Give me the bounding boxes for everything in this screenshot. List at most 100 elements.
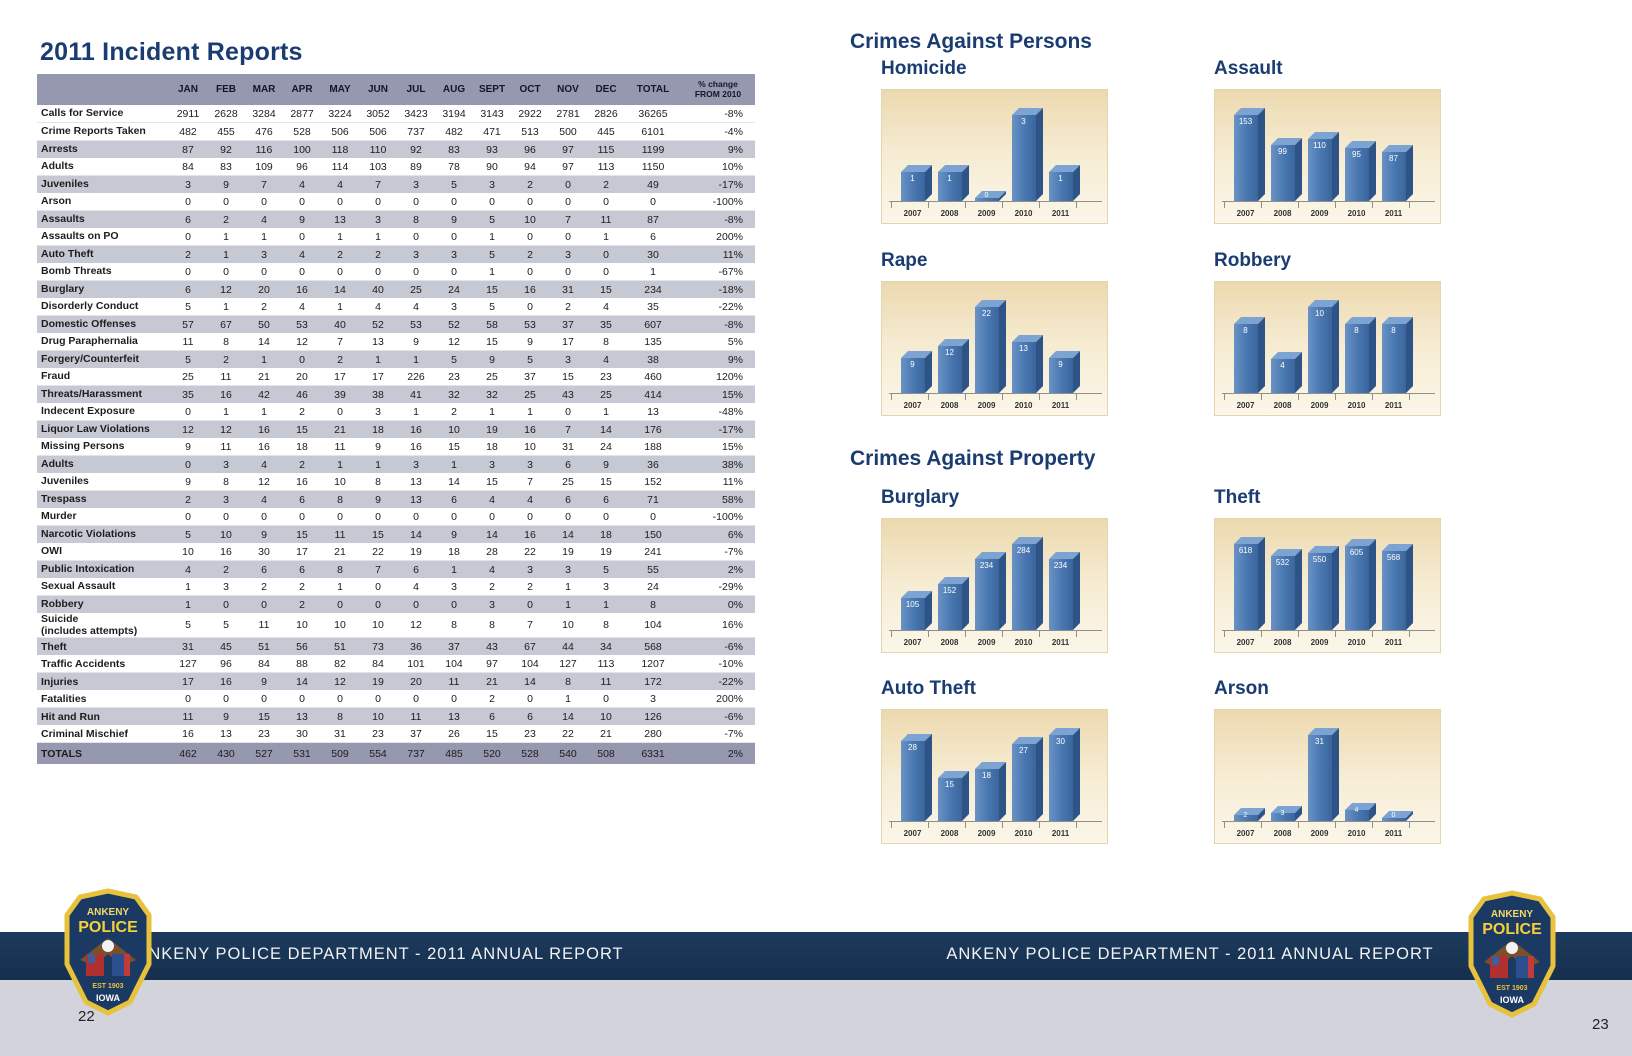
bar-side-face	[1035, 335, 1043, 393]
x-tick-label: 2009	[977, 209, 996, 218]
table-cell: 4	[245, 210, 283, 228]
table-cell: 9	[473, 350, 511, 368]
table-cell-total: 241	[625, 543, 681, 561]
table-cell: 5	[587, 560, 625, 578]
table-cell: 8	[397, 210, 435, 228]
table-cell: 14	[587, 420, 625, 438]
table-cell: 52	[435, 315, 473, 333]
bar-side-face	[998, 300, 1006, 393]
table-row: Calls for Service 2911 2628 3284 2877 3224 305…	[37, 105, 755, 123]
table-row: Robbery 1 0 0 2 0 0 0 0 3 0 1 1 8 0%	[37, 595, 755, 613]
table-cell: 3	[207, 455, 245, 473]
x-tick-label: 2009	[977, 401, 996, 410]
x-tick-label: 2007	[903, 401, 922, 410]
table-cell: 113	[587, 158, 625, 176]
x-axis	[1222, 393, 1435, 394]
table-cell: 10	[511, 210, 549, 228]
table-cell-total: 234	[625, 280, 681, 298]
table-cell: 0	[397, 263, 435, 281]
table-cell-change: -48%	[681, 403, 755, 421]
table-cell: 528	[511, 742, 549, 765]
bar-value-label: 13	[1019, 344, 1028, 353]
axis-tick	[1076, 822, 1077, 828]
axis-tick	[1261, 394, 1262, 400]
table-row: Bomb Threats 0 0 0 0 0 0 0 0 1 0 0 0 1 -67%	[37, 263, 755, 281]
table-cell: 0	[473, 508, 511, 526]
chart-block-theft: Theft 618 2007 532 2008 550 2009 605 2010 568 201…	[1214, 487, 1441, 653]
axis-tick	[1076, 394, 1077, 400]
table-cell: 0	[435, 228, 473, 246]
chart-block-burglary: Burglary 105 2007 152 2008 234 2009 284 2010 234…	[881, 487, 1108, 653]
column-header-month: MAR	[245, 74, 283, 105]
table-cell: 25	[587, 385, 625, 403]
table-cell: 31	[549, 438, 587, 456]
table-cell: 11	[435, 672, 473, 691]
table-cell: 3194	[435, 105, 473, 123]
bar-value-label: 234	[979, 561, 994, 570]
table-cell: 12	[283, 333, 321, 351]
x-tick-label: 2010	[1014, 209, 1033, 218]
bar-2011: 8	[1381, 317, 1413, 393]
table-cell: 15	[587, 280, 625, 298]
axis-tick	[1335, 202, 1336, 208]
table-cell: 17	[549, 333, 587, 351]
table-cell: 12	[169, 420, 207, 438]
table-cell: 23	[511, 725, 549, 744]
table-cell: 43	[473, 637, 511, 656]
bar-2011: 30	[1048, 728, 1080, 821]
footer-banner-band	[0, 932, 1632, 980]
table-row: OWI 10 16 30 17 21 22 19 18 28 22 19 19 241 -7%	[37, 543, 755, 561]
table-cell: 19	[549, 543, 587, 561]
table-cell: 11	[207, 438, 245, 456]
table-cell: 482	[169, 122, 207, 141]
table-cell: 34	[587, 637, 625, 656]
table-cell: 89	[397, 158, 435, 176]
table-cell: 13	[397, 473, 435, 491]
axis-tick	[891, 202, 892, 208]
table-cell: 1	[397, 350, 435, 368]
table-cell: 554	[359, 742, 397, 765]
table-row: Injuries 17 16 9 14 12 19 20 11 21 14 8 11 172 -22%	[37, 672, 755, 691]
table-row: Domestic Offenses 57 67 50 53 40 52 53 52 58 53 37 3…	[37, 315, 755, 333]
bar-side-face	[961, 771, 969, 821]
x-tick-label: 2010	[1014, 401, 1033, 410]
table-row: Burglary 6 12 20 16 14 40 25 24 15 16 31 15 234 -18%	[37, 280, 755, 298]
table-cell: 0	[511, 690, 549, 709]
table-cell: 11	[321, 438, 359, 456]
table-cell: 13	[435, 707, 473, 726]
chart-block-assault: Assault 153 2007 99 2008 110 2009 95 2010 87 2011	[1214, 58, 1441, 224]
table-cell: 0	[169, 263, 207, 281]
bar-value-label: 15	[945, 780, 954, 789]
table-cell: 9	[435, 525, 473, 543]
x-axis	[889, 630, 1102, 631]
bar-value-label: 2	[1243, 812, 1248, 819]
x-tick-label: 2011	[1051, 401, 1070, 410]
table-cell-total: 6101	[625, 122, 681, 141]
table-cell: 3	[207, 490, 245, 508]
table-cell: 9	[511, 333, 549, 351]
table-cell-total: 71	[625, 490, 681, 508]
table-row: Adults 84 83 109 96 114 103 89 78 90 94 97 113 1150 10…	[37, 158, 755, 176]
table-cell: 25	[169, 368, 207, 386]
axis-tick	[1224, 822, 1225, 828]
table-cell: 116	[245, 140, 283, 158]
chart-assault: 153 2007 99 2008 110 2009 95 2010 87 2011	[1214, 89, 1441, 224]
table-cell: 94	[511, 158, 549, 176]
bar-side-face	[1072, 165, 1080, 201]
table-cell: 16	[397, 420, 435, 438]
table-cell: 14	[435, 473, 473, 491]
bar-side-face	[1035, 537, 1043, 630]
chart-title-rape: Rape	[881, 250, 928, 271]
table-cell: 46	[283, 385, 321, 403]
table-cell: 14	[321, 280, 359, 298]
table-cell: 4	[397, 578, 435, 596]
table-cell: 16	[207, 543, 245, 561]
table-cell: 4	[473, 490, 511, 508]
table-cell: 83	[435, 140, 473, 158]
table-cell: 21	[473, 672, 511, 691]
table-cell: 1	[321, 578, 359, 596]
table-cell: 3	[169, 175, 207, 193]
bar-2011: 234	[1048, 552, 1080, 630]
table-cell: 14	[283, 672, 321, 691]
x-axis	[889, 821, 1102, 822]
